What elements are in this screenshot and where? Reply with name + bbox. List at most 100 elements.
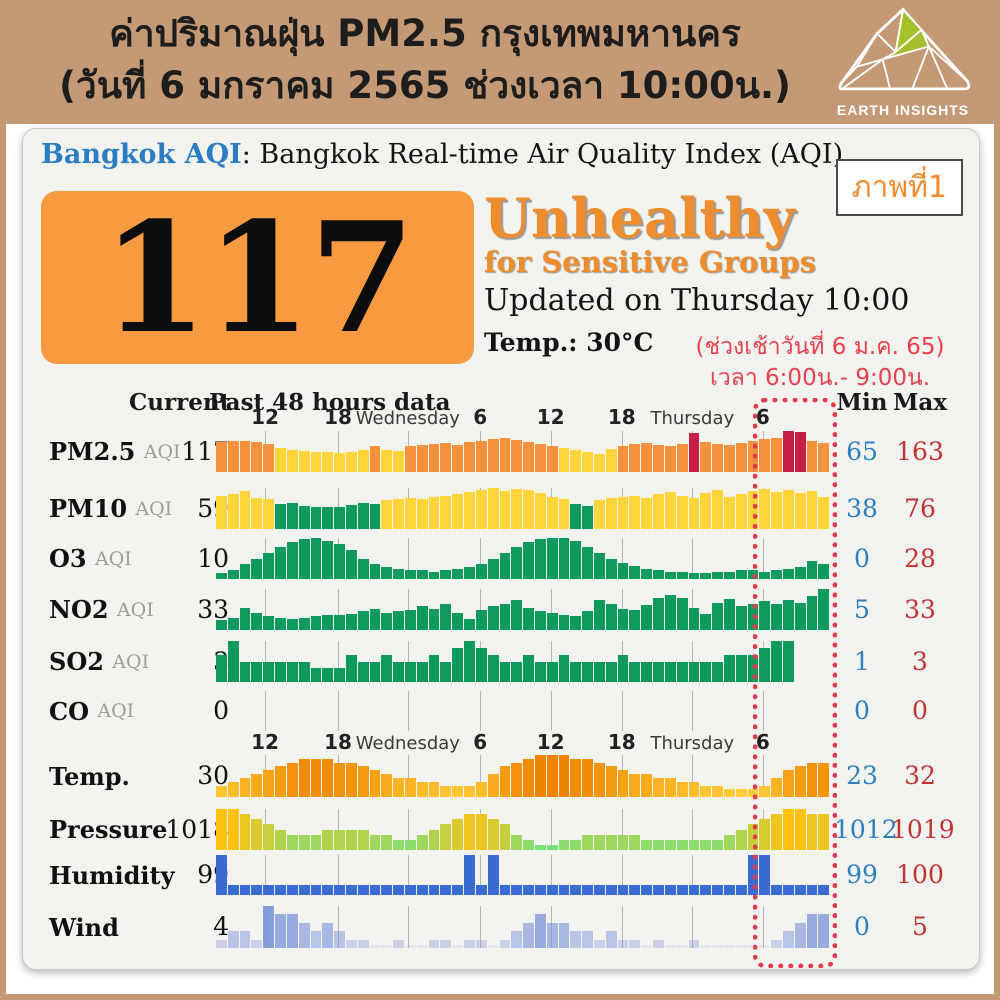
gridline: [692, 755, 694, 797]
row-min-pm25: 65: [846, 437, 878, 466]
row-pm10: PM10 AQI 59 38 76: [23, 488, 977, 529]
history-chart-humidity[interactable]: [216, 855, 830, 895]
history-chart-wind[interactable]: [216, 906, 830, 948]
bar: [357, 884, 369, 895]
bar: [416, 661, 428, 682]
bar: [605, 497, 617, 529]
bar: [783, 490, 794, 529]
bar: [594, 453, 605, 472]
row-humidity: Humidity 99 99 100: [23, 855, 977, 895]
row-label-pressure: Pressure: [49, 815, 168, 844]
gridline: [480, 589, 482, 630]
bar: [428, 781, 440, 797]
history-chart-pm25[interactable]: [216, 431, 830, 472]
gridline: [550, 809, 552, 850]
bar: [334, 884, 345, 895]
bar: [357, 558, 369, 579]
bar: [558, 884, 570, 895]
bar: [286, 884, 298, 895]
bar: [452, 785, 464, 797]
bar: [723, 654, 735, 682]
history-chart-no2[interactable]: [216, 589, 830, 630]
bar: [381, 567, 393, 579]
time-axis-bottom: 12 18 Wednesday 6 12 18 Thursday 6: [216, 730, 829, 756]
bar: [558, 538, 570, 579]
history-chart-temp[interactable]: [216, 755, 830, 797]
history-chart-so2[interactable]: [216, 641, 829, 682]
gridline: [762, 538, 764, 579]
bar: [298, 884, 310, 895]
history-chart-pressure[interactable]: [216, 809, 830, 850]
bar: [735, 570, 747, 579]
bar: [357, 829, 369, 850]
history-chart-co[interactable]: [216, 691, 829, 731]
bar: [582, 661, 593, 682]
bar: [794, 602, 806, 630]
bar: [641, 497, 653, 529]
row-max-no2: 33: [904, 595, 936, 624]
bar: [275, 546, 286, 579]
row-pressure: Pressure 1018 1012 1019: [23, 809, 977, 850]
bar: [570, 931, 582, 948]
history-chart-o3[interactable]: [216, 538, 830, 579]
bar: [393, 498, 404, 529]
gridline: [337, 431, 339, 472]
bar: [369, 945, 381, 948]
bar: [723, 789, 735, 797]
bar: [712, 490, 723, 529]
gridline: [337, 691, 339, 731]
bar: [523, 542, 534, 579]
bar: [452, 612, 464, 630]
bar: [334, 452, 345, 472]
bar: [723, 598, 735, 630]
bar: [700, 785, 712, 797]
row-no2: NO2 AQI 33 5 33: [23, 589, 977, 630]
time-axis-top: 12 18 Wednesday 6 12 18 Thursday 6: [216, 405, 829, 431]
row-min-co: 0: [854, 696, 870, 725]
bar: [369, 445, 381, 472]
bar: [251, 612, 263, 630]
bar: [523, 441, 534, 472]
bar: [794, 766, 806, 797]
bar: [629, 884, 641, 895]
bar: [641, 945, 653, 948]
bar: [783, 884, 794, 895]
bar: [712, 884, 723, 895]
bar: [676, 495, 688, 529]
row-suffix: AQI: [116, 598, 154, 621]
bar: [558, 615, 570, 630]
bar: [605, 884, 617, 895]
row-current-value-temp: 30: [197, 761, 229, 790]
bar: [263, 770, 275, 797]
bar: [216, 785, 227, 797]
row-max-so2: 3: [912, 647, 928, 676]
history-chart-pm10[interactable]: [216, 488, 830, 529]
bar: [216, 654, 227, 682]
bar: [227, 641, 239, 682]
gridline: [621, 809, 623, 850]
bar: [275, 829, 286, 850]
time-axis-label: 6: [473, 730, 488, 754]
bar: [688, 607, 700, 630]
bar: [310, 538, 322, 579]
gridline: [407, 538, 409, 579]
bar: [357, 503, 369, 529]
bar: [263, 661, 275, 682]
bar: [759, 601, 771, 630]
bar: [534, 443, 546, 472]
bar: [227, 617, 239, 630]
bar: [251, 774, 263, 797]
bar: [818, 914, 830, 948]
time-axis-label: 18: [324, 730, 352, 754]
bar: [393, 661, 404, 682]
time-axis-label: 12: [536, 405, 565, 429]
gridline: [480, 538, 482, 579]
aqi-value-box[interactable]: 117: [41, 191, 474, 364]
bar: [653, 661, 664, 682]
bar: [617, 939, 629, 948]
time-axis-label: 12: [536, 730, 565, 754]
bar: [783, 770, 794, 797]
bar: [818, 497, 830, 529]
bar: [393, 568, 404, 579]
bar: [700, 573, 712, 579]
